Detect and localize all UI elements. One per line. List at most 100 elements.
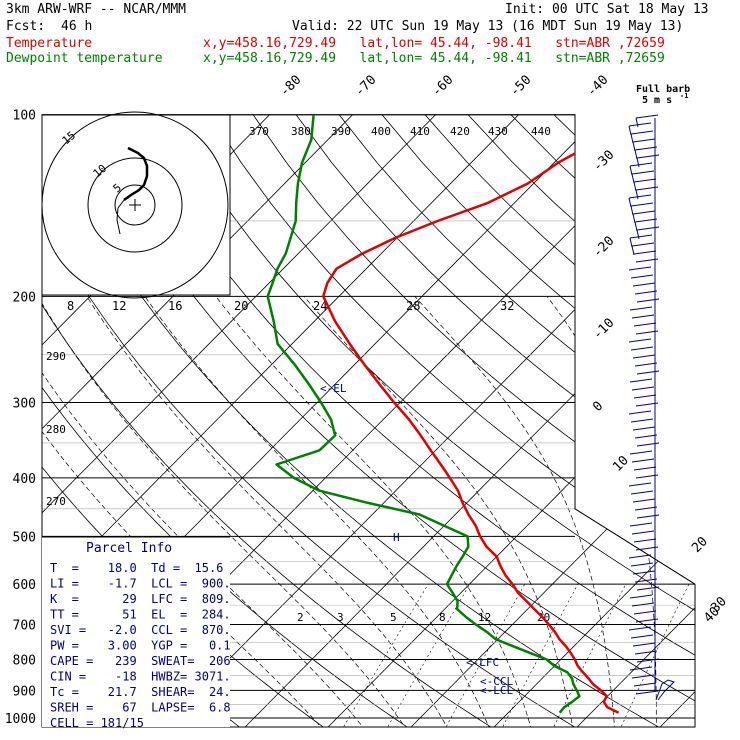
wind-barb	[636, 370, 660, 375]
theta-label: 270	[46, 495, 66, 508]
pressure-tick-label: 1000	[5, 712, 36, 727]
wind-barb	[629, 162, 653, 167]
wind-barb	[628, 554, 652, 559]
forecast-hour: 46 h	[61, 19, 93, 34]
parcel-info-row: K = 29 LFC = 809.	[50, 592, 231, 606]
dry-adiabat-line	[80, 114, 695, 727]
mixing-ratio-label: 32	[500, 299, 514, 313]
wind-barb	[629, 666, 653, 671]
theta-label: 400	[371, 125, 391, 138]
wind-barb	[630, 562, 654, 567]
h-marker: H	[393, 531, 400, 544]
isotherm-line	[42, 114, 436, 727]
wind-barb	[632, 426, 656, 431]
moist-adiabat-line	[86, 296, 450, 727]
mixing-ratio-label: 8	[67, 299, 74, 313]
temperature-location: x,y=458.16,729.49 lat,lon= 45.44, -98.41…	[203, 36, 665, 51]
wind-barb	[630, 490, 654, 495]
dry-adiabat-line	[338, 114, 695, 727]
moist-adiabat-line	[144, 296, 491, 727]
wind-barb	[632, 138, 656, 143]
wind-barb	[633, 466, 657, 471]
wind-barbs	[628, 114, 675, 701]
dry-adiabat-line	[467, 114, 695, 727]
pressure-tick-label: 400	[13, 472, 36, 487]
wind-barb-flag	[635, 189, 639, 200]
dry-adiabat-line	[42, 114, 578, 727]
wind-barb	[632, 642, 656, 647]
pressure-tick-label: 100	[13, 109, 36, 124]
wind-barb	[634, 218, 658, 223]
wind-barb	[629, 234, 653, 239]
moist-adiabat-line	[42, 296, 367, 727]
mixing-ratio-label: 16	[168, 299, 182, 313]
wind-barb-flag	[629, 237, 633, 248]
isotherm-line	[407, 114, 695, 727]
wind-barb	[633, 178, 657, 183]
wind-barb	[630, 418, 654, 423]
mixing-ratio-label: 5	[390, 611, 397, 624]
isotherm-line	[0, 115, 21, 731]
moist-adiabat-line	[546, 296, 657, 727]
wind-barb-flag	[628, 125, 632, 136]
wind-barb	[629, 306, 653, 311]
wind-barb	[635, 618, 659, 623]
hodograph-ring	[41, 111, 229, 299]
dry-adiabat-line	[252, 114, 695, 727]
dewpoint-line	[266, 114, 581, 714]
temperature-tick-label: -70	[352, 73, 379, 100]
dewpoint-legend: Dewpoint temperature	[6, 51, 163, 66]
pressure-tick-label: 200	[13, 290, 36, 305]
wind-barb	[628, 482, 652, 487]
temperature-tick-label: -60	[429, 73, 456, 100]
wind-barb-flag	[628, 197, 632, 208]
parcel-info-row: LI = -1.7 LCL = 900.	[50, 577, 231, 591]
wind-barb-flag	[636, 229, 640, 240]
wind-barb	[636, 226, 660, 231]
wind-barb	[631, 674, 655, 679]
parcel-info-row: CIN = -18 HWBZ= 3071.	[50, 670, 231, 684]
dry-adiabat-line	[424, 114, 695, 727]
temperature-tick-label: 20	[689, 534, 711, 556]
theta-label: 380	[291, 125, 311, 138]
parcel-info-row: TT = 51 EL = 284.	[50, 608, 231, 622]
wind-barb	[635, 546, 659, 551]
theta-label: 410	[410, 125, 430, 138]
theta-label: 440	[531, 125, 551, 138]
valid-time: Valid: 22 UTC Sun 19 May 13 (16 MDT Sun …	[292, 19, 684, 34]
parcel-info-row: SVI = -2.0 CCL = 870.	[50, 623, 231, 637]
hodograph-trace	[123, 146, 149, 202]
temperature-tick-label: 10	[610, 453, 632, 475]
mixing-ratio-label: 12	[478, 611, 491, 624]
mixing-ratio-label: 2	[297, 611, 304, 624]
wind-barb-lower	[655, 679, 675, 701]
parcel-info-row: Tc = 21.7 SHEAR= 24.	[50, 685, 231, 699]
dry-adiabat-line	[682, 114, 695, 727]
wind-barb-flag	[634, 221, 638, 232]
wind-barb	[633, 322, 657, 327]
wind-legend-speed: 5 m s	[642, 95, 672, 106]
dry-adiabat-line	[510, 114, 695, 727]
temperature-line	[322, 114, 652, 714]
wind-barb	[632, 210, 656, 215]
wind-barb-flag	[634, 149, 638, 160]
parcel-info-row: SREH = 67 LAPSE= 6.8	[50, 701, 231, 715]
temperature-tick-label: 0	[590, 399, 606, 415]
pressure-tick-label: 300	[13, 397, 36, 412]
wind-barb	[628, 122, 652, 127]
moist-adiabat-line	[303, 296, 574, 727]
wind-barb	[633, 682, 657, 687]
temperature-tick-label: -30	[590, 148, 617, 175]
mixing-ratio-label: 28	[406, 299, 420, 313]
wind-barb	[630, 634, 654, 639]
wind-barb	[635, 114, 659, 119]
mixing-ratio-line	[500, 584, 579, 727]
dry-adiabat-line	[166, 114, 695, 727]
moist-adiabat-line	[42, 296, 408, 727]
pressure-tick-label: 700	[13, 619, 36, 634]
wind-barb-flag	[636, 157, 640, 168]
wind-barb	[634, 506, 658, 511]
wind-barb-flag	[631, 173, 635, 184]
dewpoint-location: x,y=458.16,729.49 lat,lon= 45.44, -98.41…	[203, 51, 665, 66]
hodograph-trace-thin	[116, 199, 125, 235]
